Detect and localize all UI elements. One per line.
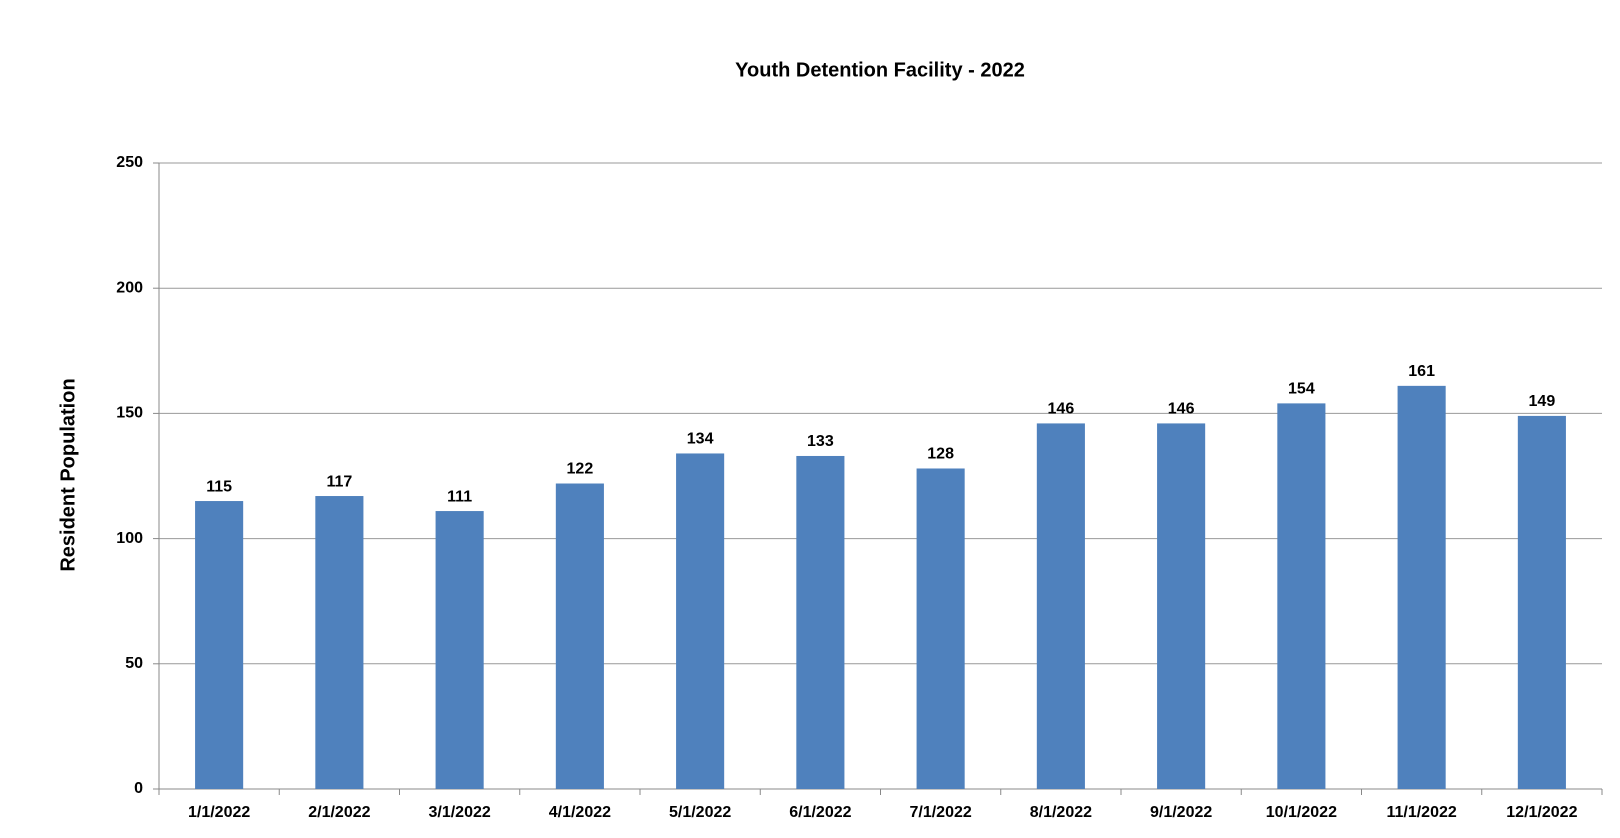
bar: [435, 511, 484, 789]
data-label: 111: [447, 488, 472, 505]
x-tick-label: 9/1/2022: [1150, 804, 1212, 821]
x-tick-label: 3/1/2022: [428, 804, 490, 821]
data-label: 149: [1529, 393, 1556, 410]
y-tick-label: 200: [116, 279, 143, 296]
data-label: 117: [326, 473, 352, 490]
y-tick-label: 250: [116, 154, 143, 171]
data-label: 134: [687, 431, 714, 448]
data-label: 146: [1048, 401, 1075, 418]
x-tick-label: 6/1/2022: [789, 804, 851, 821]
y-tick-label: 100: [116, 530, 143, 547]
x-tick-label: 11/1/2022: [1386, 804, 1456, 821]
bar: [1157, 423, 1206, 789]
bar: [1277, 403, 1326, 789]
bar: [195, 501, 244, 789]
bar: [1397, 385, 1446, 789]
x-tick-label: 7/1/2022: [909, 804, 971, 821]
bar: [916, 468, 965, 789]
data-label: 146: [1168, 401, 1195, 418]
data-label: 122: [567, 461, 594, 478]
data-label: 133: [807, 433, 834, 450]
y-axis-title: Resident Population: [57, 378, 79, 571]
x-tick-label: 4/1/2022: [549, 804, 611, 821]
data-label: 154: [1288, 381, 1315, 398]
bar: [315, 496, 364, 789]
x-tick-label: 10/1/2022: [1266, 804, 1337, 821]
x-tick-label: 5/1/2022: [669, 804, 731, 821]
y-tick-label: 50: [125, 655, 143, 672]
bar: [796, 455, 845, 789]
data-label: 115: [206, 478, 232, 495]
bar: [1036, 423, 1085, 789]
x-tick-label: 1/1/2022: [188, 804, 250, 821]
bar: [555, 483, 604, 789]
bar: [1517, 415, 1566, 789]
data-label: 128: [927, 446, 954, 463]
x-tick-label: 12/1/2022: [1506, 804, 1577, 821]
y-tick-label: 150: [116, 405, 143, 422]
x-tick-label: 2/1/2022: [308, 804, 370, 821]
y-tick-label: 0: [134, 780, 143, 797]
x-tick-label: 8/1/2022: [1030, 804, 1092, 821]
chart-title: Youth Detention Facility - 2022: [735, 59, 1025, 81]
bar: [676, 453, 725, 789]
data-label: 161: [1408, 363, 1435, 380]
